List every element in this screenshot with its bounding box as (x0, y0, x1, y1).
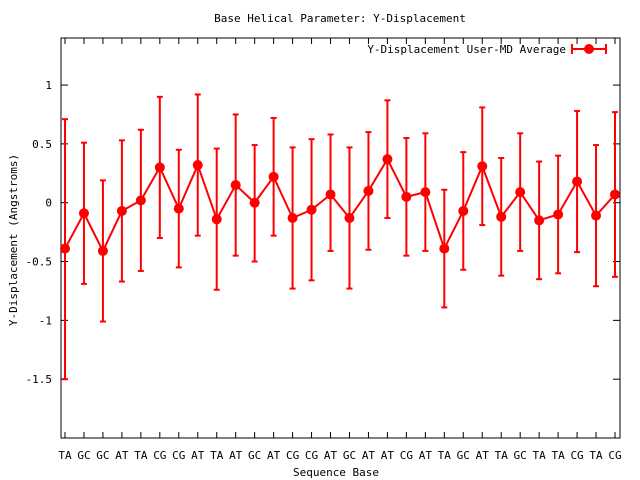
y-tick-label: 1 (45, 79, 52, 92)
series-layer (60, 93, 620, 381)
x-tick-label: AT (229, 449, 243, 462)
data-point (173, 203, 184, 214)
x-tick-label: AT (115, 449, 129, 462)
x-tick-label: GC (457, 449, 470, 462)
data-point (287, 213, 298, 223)
x-tick-label: AT (267, 449, 281, 462)
x-tick-label: TA (589, 449, 603, 462)
x-tick-label: TA (495, 449, 509, 462)
data-point (154, 162, 165, 173)
plot-frame (60, 37, 621, 439)
legend-marker (584, 44, 594, 54)
data-point (610, 189, 620, 200)
data-point (60, 243, 70, 254)
y-axis: 1 0.5 0 -0.5 -1 -1.5 (26, 79, 620, 386)
x-tick-label: GC (77, 449, 90, 462)
data-point (230, 180, 241, 191)
data-point (135, 195, 146, 206)
data-point (572, 176, 583, 187)
data-point (515, 187, 526, 198)
x-tick-label: GC (248, 449, 261, 462)
x-tick-label: TA (58, 449, 72, 462)
x-tick-label: AT (362, 449, 376, 462)
x-axis: TA GC GC AT TA CG CG AT TA AT GC AT CG CG AT GC AT AT CG AT… (58, 38, 622, 462)
y-tick-label: 0.5 (32, 138, 52, 151)
data-point (553, 209, 564, 220)
data-point (116, 205, 127, 216)
data-point (401, 191, 412, 202)
data-point (325, 189, 336, 200)
data-point (211, 214, 222, 225)
x-tick-label: CG (608, 449, 621, 462)
series-line (64, 157, 616, 254)
y-axis-label: Y-Displacement (Angstroms) (7, 154, 20, 326)
data-point (496, 211, 507, 222)
x-tick-label: CG (172, 449, 185, 462)
y-tick-label: -0.5 (26, 256, 53, 269)
legend-label: Y-Displacement User-MD Average (367, 43, 566, 56)
x-tick-label: CG (305, 449, 318, 462)
data-point (591, 210, 602, 221)
data-point (344, 213, 355, 223)
y-tick-label: -1 (39, 314, 52, 327)
data-point (268, 171, 279, 182)
data-point (306, 204, 317, 215)
x-tick-label: AT (476, 449, 490, 462)
x-tick-label: TA (438, 449, 452, 462)
data-point (78, 208, 89, 219)
y-tick-label: -1.5 (26, 373, 53, 386)
data-point (382, 154, 393, 165)
x-tick-label: AT (419, 449, 433, 462)
data-point (534, 215, 545, 226)
chart-title: Base Helical Parameter: Y-Displacement (214, 12, 466, 25)
x-tick-label: TA (134, 449, 148, 462)
x-tick-label: GC (514, 449, 527, 462)
x-tick-label: CG (400, 449, 413, 462)
x-tick-label: CG (153, 449, 166, 462)
x-tick-label: AT (381, 449, 395, 462)
data-point (477, 161, 488, 172)
x-tick-label: GC (343, 449, 356, 462)
plot-area (60, 37, 621, 439)
data-point (192, 160, 203, 171)
data-point (439, 243, 450, 254)
data-point (420, 187, 431, 198)
legend: Y-Displacement User-MD Average (367, 43, 607, 56)
x-tick-label: TA (210, 449, 224, 462)
x-axis-label: Sequence Base (293, 466, 379, 479)
x-tick-label: CG (286, 449, 299, 462)
x-tick-label: TA (533, 449, 547, 462)
data-point (458, 205, 469, 216)
x-tick-label: GC (96, 449, 109, 462)
y-tick-label: 0 (45, 197, 52, 210)
x-tick-label: CG (570, 449, 583, 462)
data-point (249, 197, 260, 208)
x-tick-label: AT (191, 449, 205, 462)
data-point (97, 245, 108, 256)
data-point (363, 185, 374, 196)
x-tick-label: AT (324, 449, 338, 462)
x-tick-label: TA (551, 449, 565, 462)
